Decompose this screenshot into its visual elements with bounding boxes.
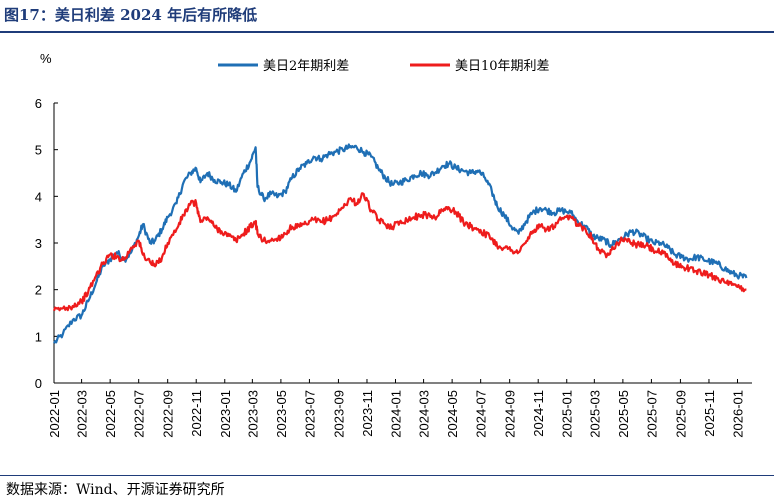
x-tick-label: 2022-03 (75, 390, 90, 438)
x-tick-label: 2022-09 (161, 390, 176, 438)
x-tick-label: 2022-11 (189, 390, 204, 437)
x-tick-label: 2024-01 (389, 390, 404, 438)
line-chart: 美日2年期利差 美日10年期利差 0 1 2 3 4 5 6% 2022-01 2022-03 20… (35, 51, 752, 438)
x-tick-label: 2025-09 (673, 390, 688, 438)
chart-legend: 美日2年期利差 美日10年期利差 (218, 59, 550, 74)
source-rule (0, 475, 774, 476)
series-line (53, 143, 748, 344)
x-tick-label: 2022-07 (132, 390, 147, 438)
legend-label: 美日10年期利差 (455, 59, 550, 74)
series-line (52, 192, 747, 312)
x-tick-label: 2023-09 (331, 390, 346, 438)
x-tick-label: 2025-01 (560, 390, 575, 438)
x-tick-label: 2024-03 (417, 390, 432, 438)
x-tick-label: 2023-07 (302, 390, 317, 438)
chart-axes: 0 1 2 3 4 5 6% 2022-01 2022-03 2022-05 2022-07 2022… (35, 51, 752, 438)
x-tick-label: 2024-09 (503, 390, 518, 438)
y-axis-unit: % (40, 51, 52, 66)
y-tick-label: 3 (35, 236, 42, 251)
x-tick-label: 2025-07 (644, 390, 659, 438)
title-rule (0, 31, 774, 33)
y-tick-label: 4 (35, 189, 42, 204)
x-tick-label: 2024-05 (445, 390, 460, 438)
x-tick-label: 2025-05 (616, 390, 631, 438)
x-tick-label: 2025-11 (702, 390, 717, 437)
source-note: 数据来源：Wind、开源证券研究所 (6, 482, 225, 498)
x-tick-label: 2022-01 (47, 390, 62, 438)
x-tick-label: 2023-05 (274, 390, 289, 438)
x-tick-label: 2025-03 (587, 390, 602, 438)
x-tick-label: 2023-03 (245, 390, 260, 438)
x-tick-label: 2024-11 (531, 390, 546, 437)
y-tick-label: 2 (35, 283, 42, 298)
figure-title: 图17：美日利差 2024 年后有所降低 (4, 6, 258, 24)
y-tick-label: 0 (35, 376, 42, 391)
series-layer (52, 143, 748, 344)
x-tick-label: 2023-11 (360, 390, 375, 437)
legend-label: 美日2年期利差 (263, 59, 349, 74)
x-tick-label: 2026-01 (730, 390, 745, 438)
y-tick-label: 6 (35, 96, 42, 111)
x-tick-label: 2023-01 (218, 390, 233, 438)
x-tick-label: 2024-07 (474, 390, 489, 438)
x-tick-label: 2022-05 (103, 390, 118, 438)
y-tick-label: 5 (35, 143, 42, 158)
y-tick-label: 1 (35, 329, 42, 344)
